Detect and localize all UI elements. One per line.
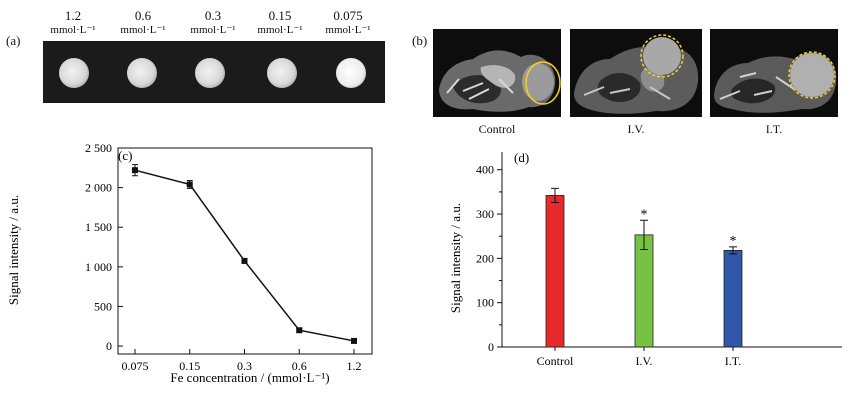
- phantom-spot: [336, 58, 366, 88]
- x-tick-label: 0.075: [122, 359, 149, 373]
- x-tick-label: 1.2: [347, 359, 362, 373]
- phantom-mri-strip: [43, 41, 385, 103]
- phantom-spot: [195, 58, 225, 88]
- y-tick-label: 2 000: [85, 181, 112, 195]
- x-tick-label: I.V.: [635, 354, 652, 368]
- data-point: [296, 327, 303, 334]
- y-tick-label: 1 000: [85, 260, 112, 274]
- significance-marker: *: [641, 207, 648, 222]
- x-tick-label: Control: [537, 354, 574, 368]
- series-line: [134, 169, 355, 342]
- chart-d-marks: **: [545, 187, 743, 348]
- x-tick-label: I.T.: [725, 354, 741, 368]
- x-tick-label: 0.3: [237, 359, 252, 373]
- y-tick-label: 300: [476, 207, 494, 221]
- mri-caption-control: Control: [478, 122, 516, 136]
- concentration-label: 0.6 mmol·L⁻¹: [120, 8, 166, 36]
- mri-caption-iv: I.V.: [627, 122, 645, 136]
- chart-d-axes: 0 100 200 300 400 Control I.V. I.T.: [476, 152, 842, 368]
- panel-a-label: (a): [6, 33, 21, 48]
- chart-c-axes: 0 500 1 000 1 500 2 000 2 500 0.075 0.15 0.3 0.6 1…: [85, 141, 373, 373]
- y-tick-label: 0: [106, 339, 112, 353]
- bar: [634, 234, 654, 348]
- y-tick-label: 1 500: [85, 220, 112, 234]
- data-point: [241, 257, 248, 264]
- y-axis-label: Signal intensity / a.u.: [448, 203, 463, 313]
- data-point: [351, 337, 357, 344]
- y-axis-label: Signal intensity / a.u.: [6, 195, 21, 305]
- mri-caption-it: I.T.: [765, 122, 783, 136]
- chart-d: Signal intensity / a.u. (d) 0 100 200 300 40…: [448, 150, 842, 368]
- roi-circle: [640, 34, 684, 78]
- mri-image-control: [433, 29, 561, 117]
- panel-b-label: (b): [412, 33, 428, 48]
- y-tick-label: 2 500: [85, 141, 112, 155]
- phantom-spot: [127, 58, 157, 88]
- concentration-label: 1.2 mmol·L⁻¹: [50, 8, 96, 36]
- significance-marker: *: [730, 234, 737, 249]
- phantom-spot: [59, 58, 89, 88]
- chart-c: Signal intensity / a.u. (c) Fe concentra…: [6, 141, 373, 385]
- mri-image-it: [710, 29, 838, 117]
- concentration-label: 0.15 mmol·L⁻¹: [257, 8, 303, 36]
- y-tick-label: 500: [94, 299, 112, 313]
- roi-circle: [525, 61, 561, 105]
- plot-frame: [117, 147, 373, 355]
- x-tick-label: 0.6: [292, 359, 307, 373]
- concentration-label: 0.075 mmol·L⁻¹: [325, 8, 371, 36]
- y-tick-label: 100: [476, 296, 494, 310]
- panel-c-label: (c): [118, 148, 132, 163]
- y-tick-label: 200: [476, 251, 494, 265]
- data-point: [186, 181, 193, 188]
- bar: [723, 249, 743, 348]
- bar: [545, 195, 565, 348]
- data-point: [132, 167, 138, 174]
- x-tick-label: 0.15: [179, 359, 200, 373]
- y-tick-label: 0: [488, 340, 494, 354]
- x-axis-label: Fe concentration / (mmol·L⁻¹): [170, 370, 329, 385]
- concentration-label: 0.3 mmol·L⁻¹: [190, 8, 236, 36]
- y-tick-label: 400: [476, 163, 494, 177]
- roi-circle: [788, 51, 836, 99]
- chart-c-marks: [132, 164, 357, 344]
- mri-image-iv: [570, 29, 702, 117]
- panel-d-label: (d): [514, 150, 529, 165]
- phantom-spot: [267, 58, 297, 88]
